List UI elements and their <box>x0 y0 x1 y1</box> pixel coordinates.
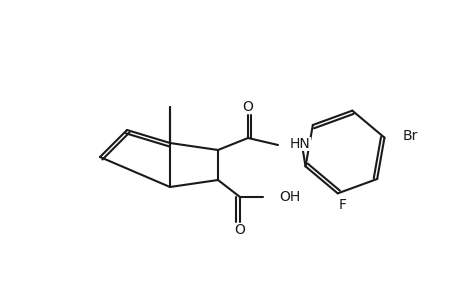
Text: OH: OH <box>279 190 300 204</box>
Text: O: O <box>242 100 253 114</box>
Text: F: F <box>338 198 346 212</box>
Text: Br: Br <box>402 129 417 142</box>
Text: O: O <box>234 223 245 237</box>
Text: HN: HN <box>289 137 310 151</box>
